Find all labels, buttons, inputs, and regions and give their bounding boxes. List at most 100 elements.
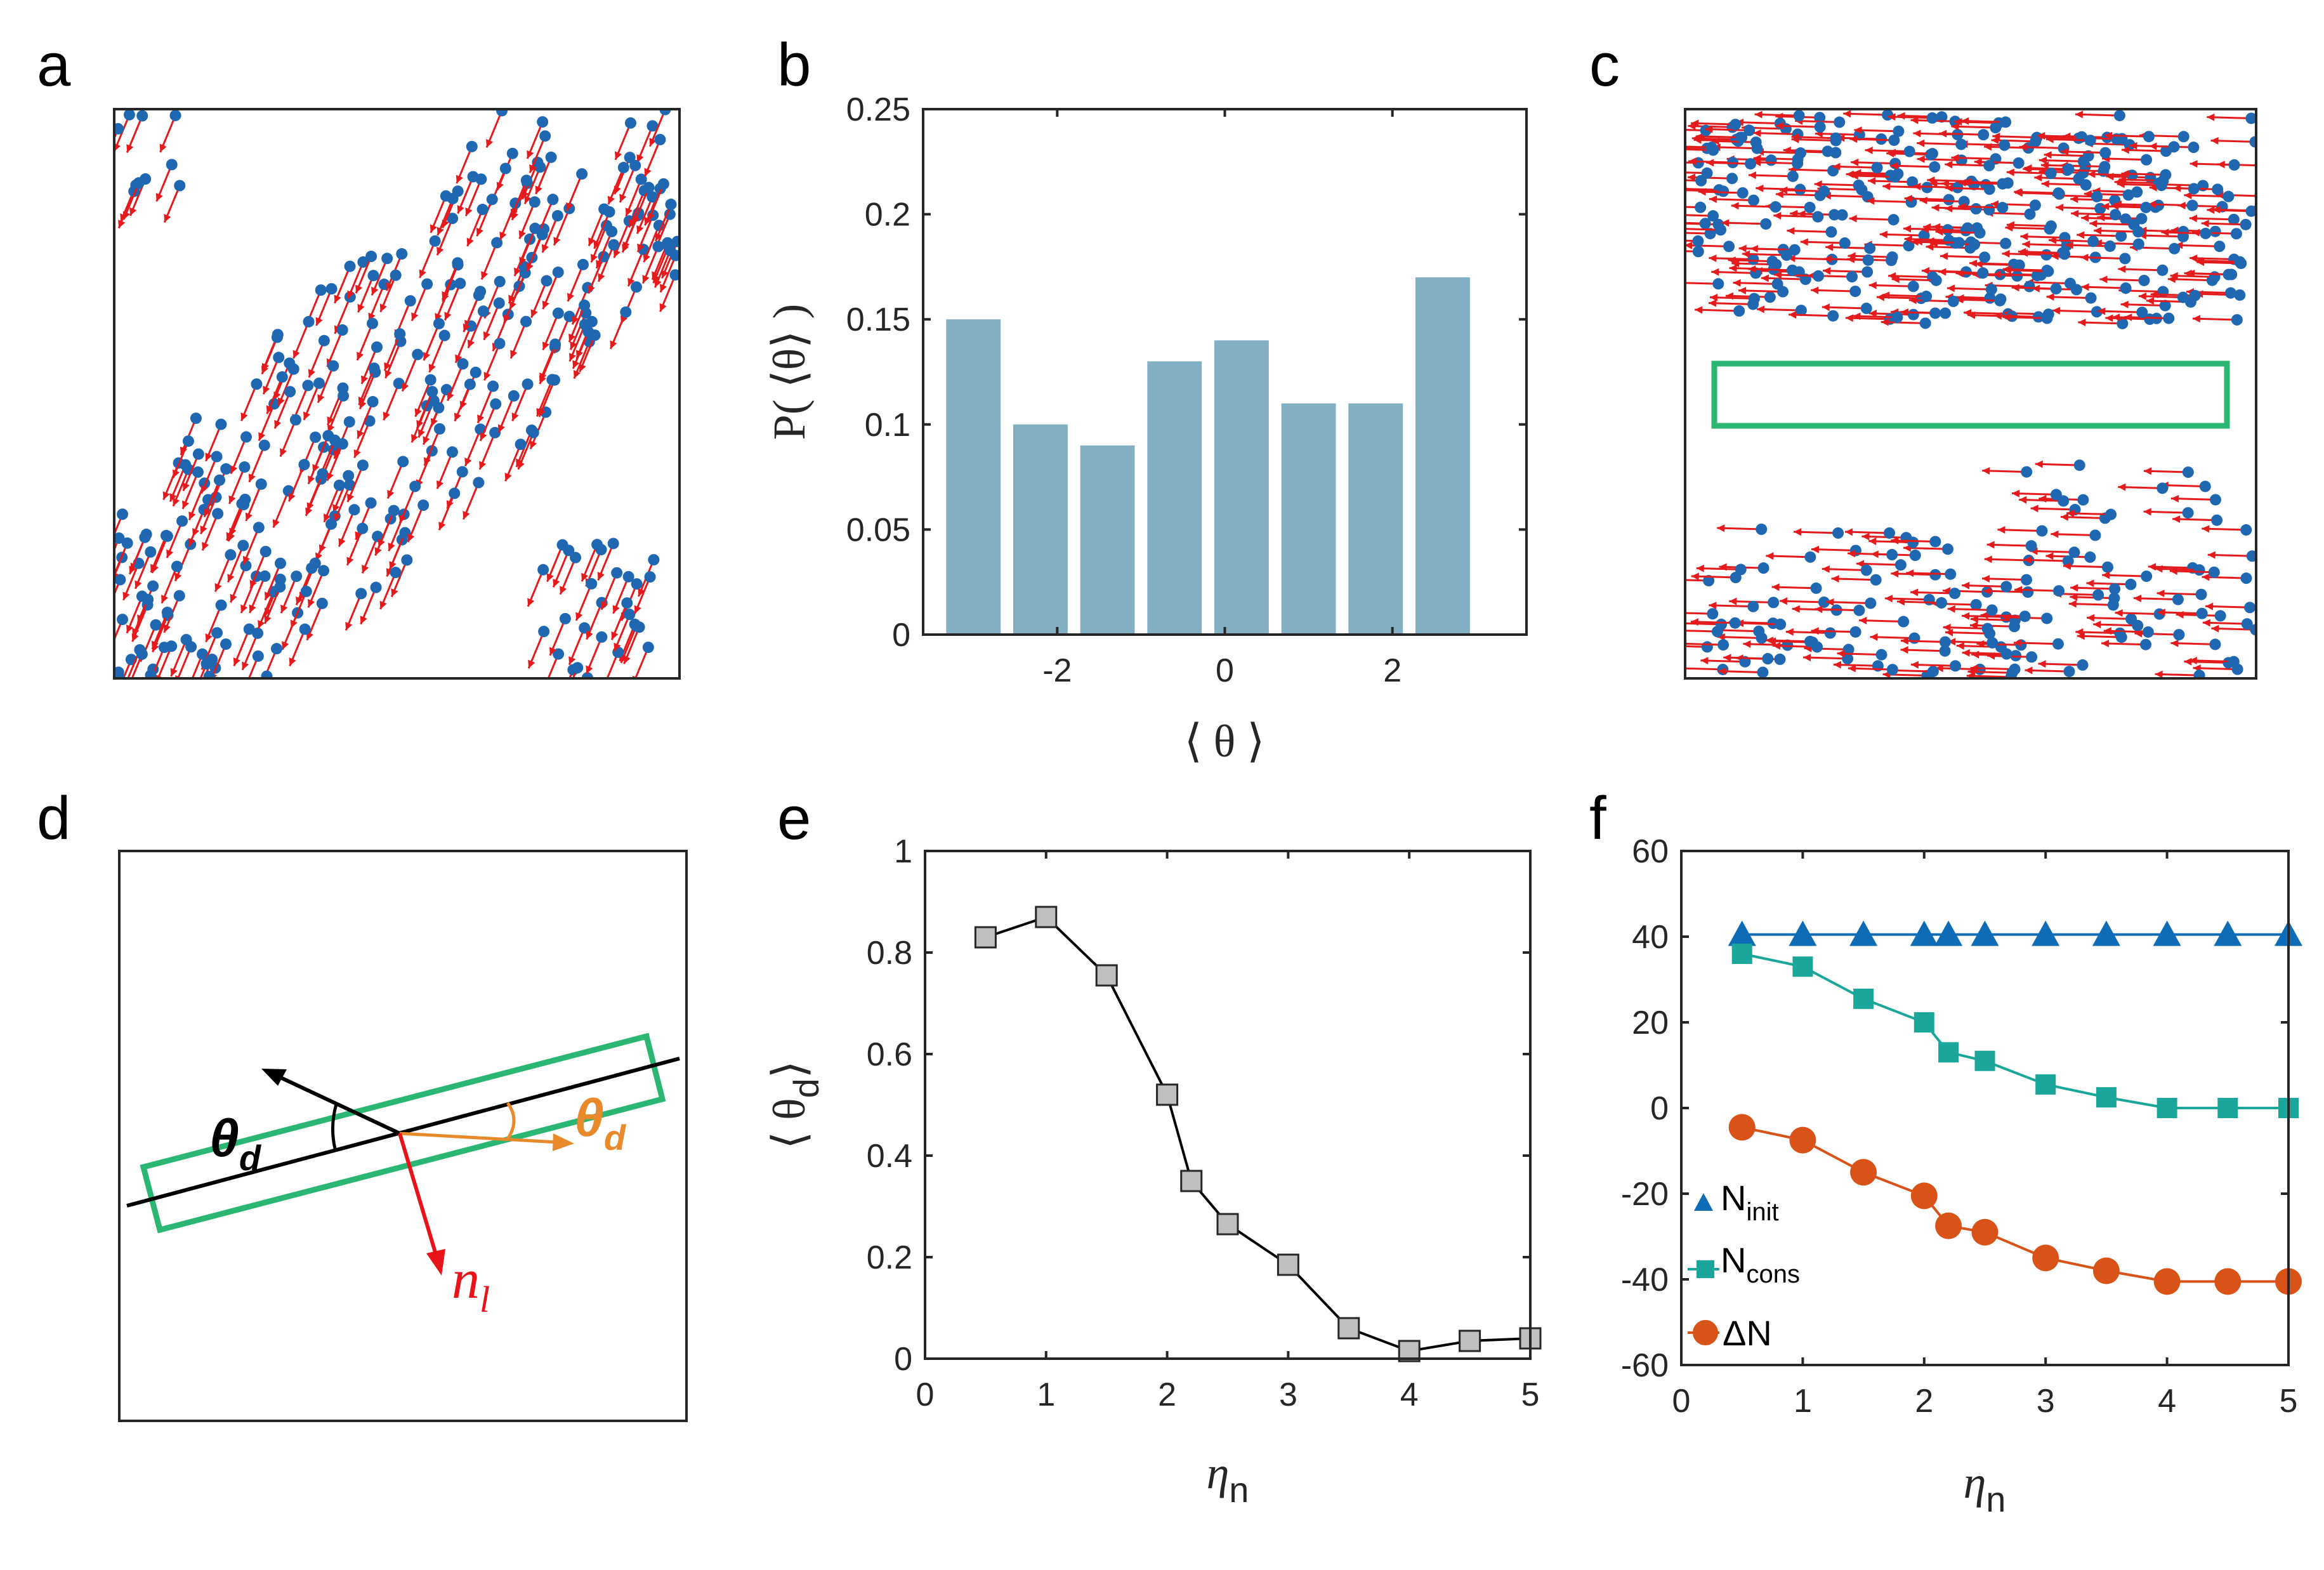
panel-c-arrowhead xyxy=(2087,170,2096,178)
panel-c-particle xyxy=(2231,313,2243,326)
panel-c-particle xyxy=(2255,164,2256,168)
panel-c-arrowhead xyxy=(1831,575,1839,583)
panel-a-arrowhead xyxy=(615,151,622,160)
panel-e-y-tick-label: 0.2 xyxy=(867,1239,912,1276)
panel-c-particle xyxy=(1842,643,1855,656)
panel-c-arrowhead xyxy=(2023,556,2032,564)
panel-a-particle xyxy=(174,180,186,192)
panel-b-bar xyxy=(1147,361,1202,635)
panel-c-particle xyxy=(2029,199,2041,211)
panel-a-particle xyxy=(607,538,619,550)
panel-a-particle xyxy=(454,277,466,289)
panel-c-arrowhead xyxy=(2081,214,2089,222)
panel-c-particle xyxy=(1939,645,1951,657)
panel-f-line-chart: -60 -40 -20 0 20 40 60 0 1 2 3 4 5 Ninit Ncons ΔN η… xyxy=(1621,833,2302,1519)
panel-c-arrowhead xyxy=(2120,300,2129,308)
panel-a-particle xyxy=(577,258,589,270)
panel-a-arrowhead xyxy=(312,464,320,473)
panel-c-arrowhead xyxy=(1958,179,1966,187)
panel-a-arrowhead xyxy=(430,224,437,233)
panel-a-particle xyxy=(456,466,468,478)
panel-c-arrowhead xyxy=(1756,184,1764,192)
panel-a-particle xyxy=(520,175,532,187)
panel-a-particle xyxy=(622,571,634,583)
panel-c-particle xyxy=(2115,631,2127,643)
panel-c-arrow xyxy=(1685,622,1722,626)
panel-c-arrowhead xyxy=(1787,254,1796,263)
panel-c-particle xyxy=(1986,637,1999,649)
panel-a-particle xyxy=(239,461,251,473)
panel-c-particle xyxy=(1909,550,1921,562)
panel-a-particle xyxy=(499,162,511,175)
panel-a-arrowhead xyxy=(169,493,177,502)
panel-c-particle xyxy=(2020,574,2032,586)
panel-c-arrowhead xyxy=(2143,467,2152,475)
panel-a-arrowhead xyxy=(371,286,379,296)
panel-c-particle xyxy=(1814,112,1826,124)
panel-c-arrowhead xyxy=(2118,265,2126,274)
panel-c-arrowhead xyxy=(1832,162,1841,171)
panel-c-arrowhead xyxy=(2207,551,2216,559)
panel-a-particle xyxy=(457,358,469,370)
panel-a-arrowhead xyxy=(566,202,574,211)
panel-c-arrowhead xyxy=(1822,303,1830,312)
panel-c-arrowhead xyxy=(1654,247,1662,254)
panel-a-arrowhead xyxy=(637,243,645,253)
panel-a-arrowhead xyxy=(214,583,222,592)
panel-a-arrowhead xyxy=(308,598,315,608)
panel-a-particle xyxy=(325,518,337,530)
panel-c-particle xyxy=(2024,208,2036,220)
panel-e-series-line xyxy=(985,915,1531,1353)
panel-a-arrowhead xyxy=(258,432,266,441)
panel-c-arrowhead xyxy=(1993,312,2002,320)
panel-c-arrowhead xyxy=(2044,151,2052,159)
panel-a-particle xyxy=(473,477,485,489)
panel-e-x-tick-label: 0 xyxy=(916,1376,935,1413)
panel-c-particle xyxy=(1926,112,1938,124)
panel-c-particle xyxy=(1736,131,1748,143)
panel-c-particle xyxy=(1990,122,2002,134)
panel-a-arrowhead xyxy=(258,620,265,629)
panel-a-arrowhead xyxy=(159,143,167,152)
panel-a-arrowhead xyxy=(522,190,529,199)
panel-c-arrowhead xyxy=(1969,260,1978,268)
panel-a-particle xyxy=(215,599,227,611)
panel-c-particle xyxy=(1747,298,1759,310)
panel-c-arrowhead xyxy=(1664,576,1672,583)
panel-c-arrowhead xyxy=(1676,225,1684,233)
panel-c-particle xyxy=(1978,129,1990,141)
panel-c-arrowhead xyxy=(1971,650,1979,659)
panel-c-arrow xyxy=(1685,206,1701,209)
panel-a-arrowhead xyxy=(191,692,198,701)
panel-c-arrowhead xyxy=(2121,146,2130,154)
panel-c-arrowhead xyxy=(2124,313,2132,321)
panel-c-arrowhead xyxy=(2115,609,2123,617)
panel-a-arrowhead xyxy=(155,193,163,202)
panel-c-particle xyxy=(1865,597,1877,609)
panel-a-particle xyxy=(576,168,588,180)
panel-c-arrowhead xyxy=(1868,177,1876,185)
panel-c-particle xyxy=(2182,507,2194,519)
panel-a-particle xyxy=(438,329,450,341)
panel-c-arrowhead xyxy=(1833,661,1842,669)
panel-a-arrowhead xyxy=(527,150,534,159)
panel-c-particle xyxy=(2073,459,2085,472)
legend-marker-delta-n xyxy=(1693,1320,1718,1345)
panel-c-particle xyxy=(1849,626,1861,638)
panel-c-arrowhead xyxy=(1685,241,1693,249)
panel-c-particle xyxy=(2063,666,2075,678)
panel-c-arrowhead xyxy=(1962,581,1970,590)
panel-e-y-tick-label: 1 xyxy=(894,833,912,870)
panel-c-particle xyxy=(1929,536,1941,548)
panel-a-particle xyxy=(579,622,591,634)
panel-c-arrow xyxy=(1685,221,1705,225)
panel-e-point xyxy=(974,926,997,949)
panel-c-particle xyxy=(1775,618,1787,630)
panel-c-particle xyxy=(2085,292,2097,304)
panel-c-particle xyxy=(2042,265,2054,277)
panel-a-arrowhead xyxy=(416,419,424,429)
panel-a-particle xyxy=(551,209,563,221)
panel-c-particle xyxy=(1717,639,1730,651)
panel-d-normal-arrowhead xyxy=(426,1249,445,1276)
panel-c-arrowhead xyxy=(1962,612,1970,620)
